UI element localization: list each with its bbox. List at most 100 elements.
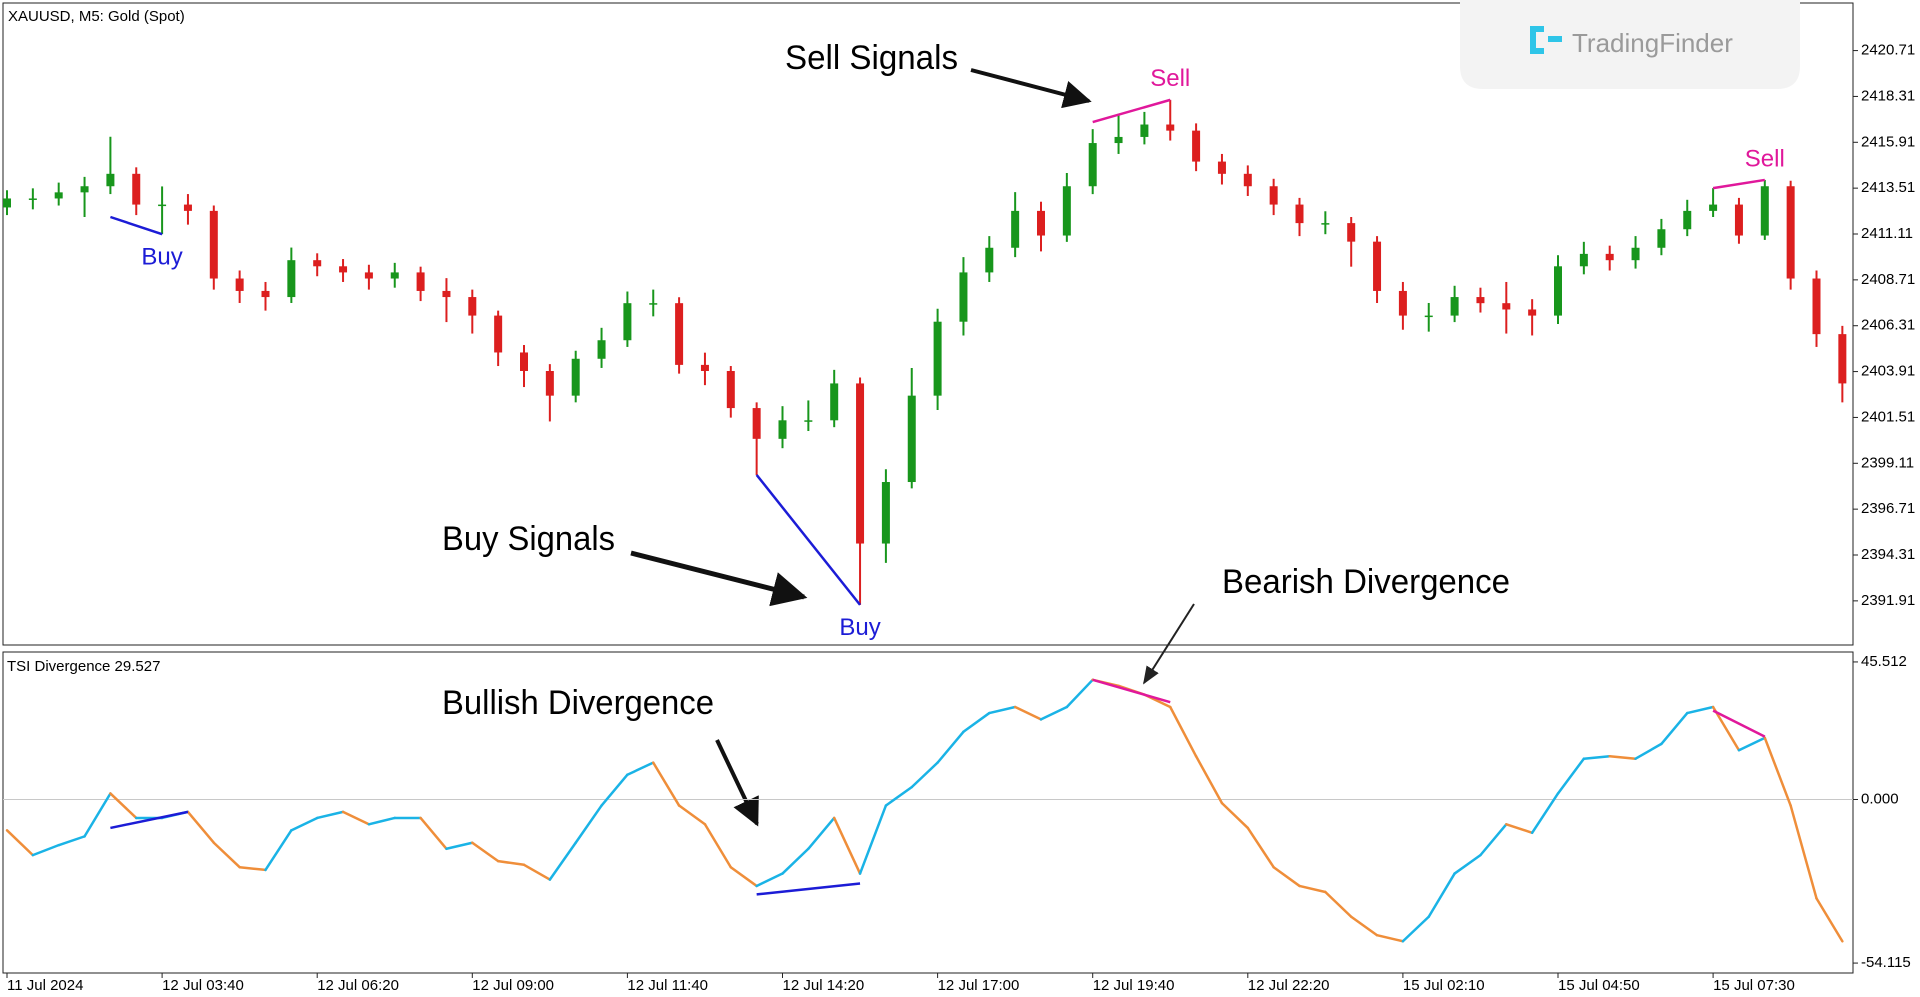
x-tick-label: 15 Jul 04:50 [1558,977,1640,994]
signal-line [1092,678,1171,704]
candle-body [1140,124,1149,137]
candle-body [106,173,115,187]
watermark-box [1460,0,1800,89]
candle-body [1631,247,1640,261]
annotation-arrow [715,739,759,827]
x-tick-label: 12 Jul 17:00 [938,977,1020,994]
candle-body [3,198,11,208]
candle-body [1554,266,1562,316]
indicator-segment [1634,742,1663,760]
y-tick-label: 2408.71 [1861,271,1915,288]
indicator-segment [1039,705,1069,721]
indicator-segment [471,841,500,863]
annotation: Bullish Divergence [442,684,714,722]
candle-body [804,420,813,422]
x-tick-label: 12 Jul 03:40 [162,977,244,994]
candle-body [1321,223,1330,225]
indicator-segment [419,816,448,851]
indicator-panel-frame [2,651,1854,974]
candle-body [183,204,192,211]
candle-body [597,340,606,359]
candle-body [1295,204,1304,224]
annotation: Bearish Divergence [1222,563,1510,601]
indicator-segment [5,829,35,857]
y-tick-label: -54.115 [1861,954,1911,971]
indicator-segment [755,872,784,888]
indicator-segment [832,816,862,875]
indicator-segment [548,841,577,881]
signal-line [1092,98,1171,124]
signal-label: Sell [1745,145,1785,172]
candle-body [1734,204,1743,236]
indicator-segment [1556,757,1586,795]
indicator-segment [1763,736,1792,807]
candle-body [623,303,632,341]
candle-body [675,303,684,365]
candle-body [1657,229,1666,248]
x-tick-label: 15 Jul 02:10 [1403,977,1485,994]
indicator-segment [83,792,112,838]
indicator-segment [677,804,707,826]
candle-body [1192,130,1201,162]
indicator-segment [31,843,60,857]
indicator-segment [1737,736,1767,752]
candle-body [1709,204,1718,211]
annotation-arrow [1143,603,1195,685]
indicator-segment [600,773,629,807]
candle-body [235,278,244,291]
candle-body [752,408,761,439]
signal-line [756,882,861,896]
candle-body [1450,297,1459,316]
y-tick-label: 0.000 [1861,790,1899,807]
x-tick-label: 11 Jul 2024 [7,977,83,994]
indicator-segment [574,804,603,844]
indicator-segment [1272,865,1301,888]
signal-line [1712,709,1766,738]
indicator-segment [57,835,86,847]
indicator-segment [264,829,293,872]
indicator-segment [367,816,396,826]
indicator-segment [1789,804,1818,900]
candle-body [1243,173,1252,187]
indicator-segment [1815,897,1844,943]
indicator-segment [1324,890,1353,919]
candle-body [1347,223,1356,242]
indicator-segment [1065,678,1094,709]
candle-body [416,272,425,291]
y-tick-label: 45.512 [1861,653,1907,670]
candle-body [1579,253,1588,267]
indicator-segment [1401,915,1430,943]
indicator-segment [109,792,138,820]
signal-line [110,810,189,830]
candle-body [830,383,839,421]
y-tick-label: 2413.51 [1861,179,1915,196]
indicator-title: TSI Divergence 29.527 [7,658,160,675]
y-tick-label: 2394.31 [1861,546,1915,563]
signal-line [110,215,163,236]
indicator-segment [341,810,371,826]
indicator-segment [1427,872,1456,919]
indicator-segment [1169,705,1198,758]
indicator-segment [186,810,216,844]
y-tick-label: 2418.31 [1861,87,1915,104]
indicator-segment [858,804,888,875]
candle-body [364,272,373,279]
y-tick-label: 2396.71 [1861,500,1915,517]
indicator-segment [962,711,991,734]
x-tick-label: 12 Jul 22:20 [1248,977,1330,994]
signal-line [1712,178,1765,190]
signal-label: Sell [1150,65,1190,92]
indicator-segment [807,816,836,851]
indicator-segment [1375,933,1405,943]
y-tick-label: 2415.91 [1861,133,1915,150]
annotation-arrow [630,550,808,607]
candle-body [1114,136,1123,144]
indicator-segment [1453,853,1482,875]
candle-body [158,204,167,207]
indicator-segment [1013,705,1043,721]
candle-body [494,315,503,353]
y-tick-label: 2399.11 [1861,454,1914,471]
indicator-segment [781,847,810,875]
x-tick-label: 12 Jul 06:20 [317,977,399,994]
